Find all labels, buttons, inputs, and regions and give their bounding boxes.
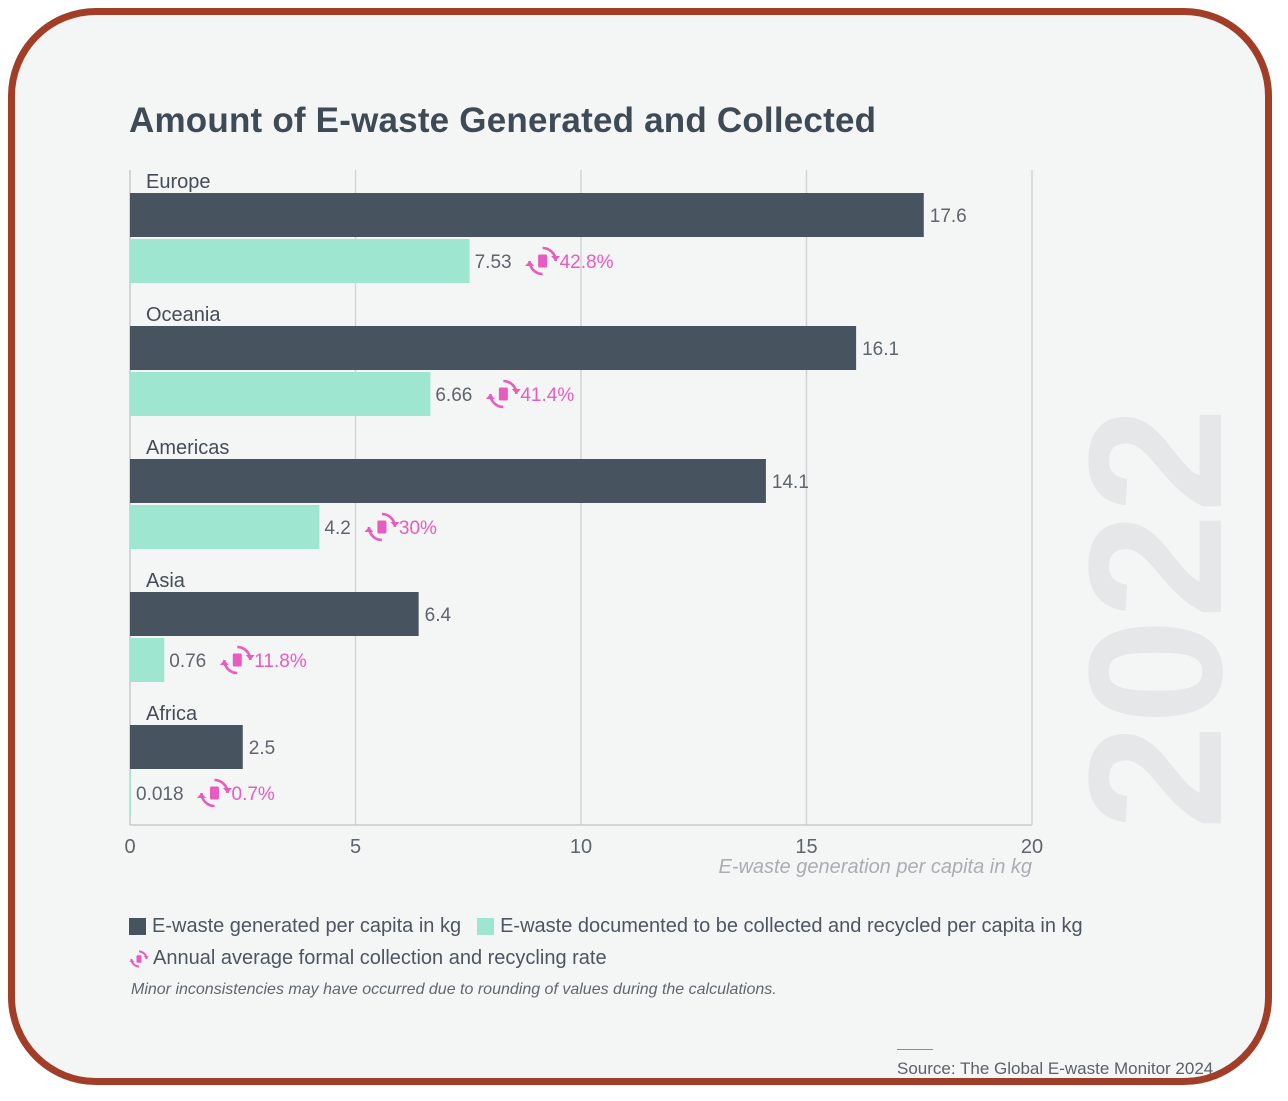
bar-generated	[130, 459, 766, 503]
data-label-collected: 7.53	[475, 252, 512, 273]
footnote: Minor inconsistencies may have occurred …	[131, 981, 777, 998]
data-label-collected: 6.66	[435, 385, 472, 406]
rate-icon-arrow	[390, 522, 400, 527]
x-tick-label: 10	[570, 836, 592, 858]
x-tick-label: 0	[124, 836, 135, 858]
recycle-cycle-icon	[129, 950, 149, 967]
bar-collected	[130, 505, 320, 549]
rate-icon-device	[538, 254, 548, 268]
data-label-generated: 17.6	[930, 206, 967, 227]
rate-icon-arrow	[245, 655, 255, 660]
bar-collected	[130, 239, 470, 283]
recycle-cycle-icon	[364, 512, 400, 542]
legend-label-generated: E-waste generated per capita in kg	[152, 915, 462, 937]
bar-collected	[130, 372, 431, 416]
rate-icon-device	[232, 653, 242, 667]
rate-icon-arrow	[551, 256, 561, 261]
data-label-collected: 0.76	[169, 651, 206, 672]
data-label-generated: 16.1	[862, 339, 899, 360]
rate-icon-arrow	[223, 788, 232, 793]
rate-icon-device	[498, 387, 508, 401]
x-tick-label: 5	[350, 836, 361, 858]
rate-icon-device	[377, 520, 387, 534]
rate-icon-arrow	[197, 793, 206, 798]
x-tick-label: 15	[795, 836, 817, 858]
data-label-collected: 0.018	[136, 784, 184, 805]
chart-card: Amount of E-waste Generated and Collecte…	[8, 8, 1272, 1085]
bar-generated	[130, 725, 243, 769]
rate-icon-arrow	[219, 660, 229, 665]
rate-icon-arrow	[364, 527, 374, 532]
data-label-generated: 2.5	[249, 738, 275, 759]
rate-icon-arrow	[485, 394, 495, 399]
legend-swatch-collected	[477, 918, 495, 935]
recycle-cycle-icon	[197, 778, 232, 808]
recycle-cycle-icon	[525, 246, 561, 276]
year-watermark: 2022	[1071, 407, 1241, 830]
recycle-cycle-icon	[485, 379, 521, 409]
bar-chart: Europe 17.6 7.53 42.8% Oceania 16.1 6.66 41.4% A…	[124, 170, 1043, 878]
rate-label: 0.7%	[232, 784, 275, 805]
data-label-collected: 4.2	[324, 518, 350, 539]
x-axis-label: E-waste generation per capita in kg	[718, 856, 1032, 878]
rate-icon-arrow	[525, 261, 535, 266]
bar-collected	[130, 771, 131, 815]
rate-label: 11.8%	[254, 651, 307, 672]
legend-swatch-generated	[129, 918, 146, 935]
rate-icon-device	[210, 786, 219, 800]
rate-label: 42.8%	[560, 252, 614, 273]
bar-group: Europe 17.6 7.53 42.8% Oceania 16.1 6.66 41.4% A…	[130, 171, 967, 815]
category-label: Africa	[146, 703, 198, 725]
legend-label-collected: E-waste documented to be collected and r…	[500, 915, 1083, 937]
x-tick-label: 20	[1021, 836, 1043, 858]
source-text: Source: The Global E-waste Monitor 2024	[897, 1059, 1214, 1078]
bar-generated	[130, 193, 924, 237]
category-label: Americas	[146, 437, 229, 459]
data-label-generated: 14.1	[772, 472, 809, 493]
legend-row-1: E-waste generated per capita in kg E-was…	[129, 915, 1083, 938]
chart-title: Amount of E-waste Generated and Collecte…	[129, 101, 877, 140]
bar-generated	[130, 592, 419, 636]
rate-label: 41.4%	[520, 385, 574, 406]
category-label: Europe	[146, 171, 211, 193]
category-label: Asia	[146, 570, 186, 592]
recycle-cycle-icon	[219, 645, 255, 675]
source-divider	[897, 1049, 933, 1050]
rate-icon-arrow	[511, 389, 521, 394]
x-axis-ticks: 0 5 10 15 20	[124, 836, 1043, 858]
year-watermark-text: 2022	[1071, 407, 1241, 830]
rate-label: 30%	[399, 518, 437, 539]
legend-row-2: Annual average formal collection and rec…	[129, 947, 607, 970]
bar-collected	[130, 638, 165, 682]
legend-label-rate: Annual average formal collection and rec…	[153, 947, 607, 969]
bar-generated	[130, 326, 857, 370]
data-label-generated: 6.4	[425, 605, 452, 626]
category-label: Oceania	[146, 304, 221, 326]
